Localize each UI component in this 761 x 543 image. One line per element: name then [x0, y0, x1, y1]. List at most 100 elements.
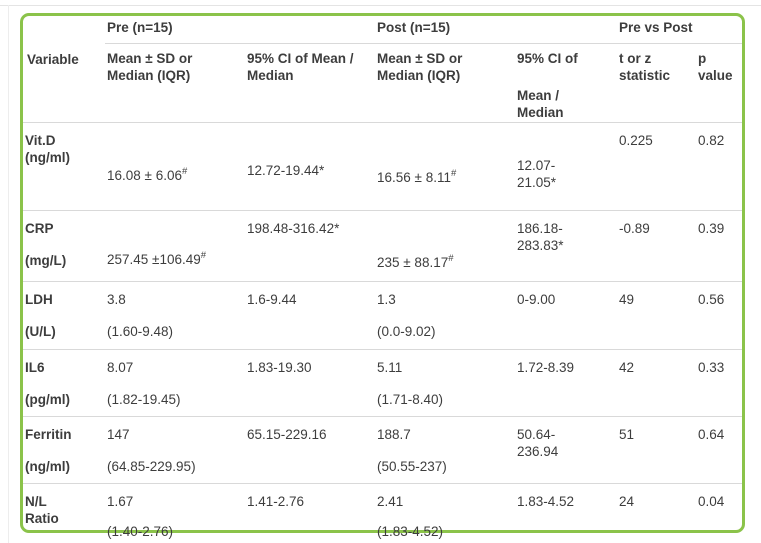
column-header-post-ci: 95% CI of Mean / Median [515, 44, 617, 122]
post-ci-line1: 1.72-8.39 [517, 360, 575, 375]
post-mean-cell: 188.7 (50.55-237) [375, 417, 515, 483]
variable-unit: Ratio [25, 511, 59, 526]
table-row: CRP (mg/L) 257.45 ±106.49# 198.48-316.42… [23, 210, 742, 281]
post-mean-value: 235 ± 88.17# [377, 252, 454, 270]
footnote-marker: # [448, 252, 454, 264]
variable-cell: N/L Ratio [23, 484, 105, 540]
t-stat-cell: 51 [619, 427, 635, 442]
column-header-pre-ci: 95% CI of Mean / Median [247, 51, 354, 83]
post-mean-value: 5.11 [377, 360, 403, 375]
post-mean-value: 16.56 ± 8.11# [377, 167, 457, 185]
post-mean-range: (0.0-9.02) [377, 324, 436, 339]
variable-name: Ferritin [25, 427, 72, 442]
column-header-t-stat: t or z statistic [619, 51, 671, 83]
column-header-p-value: p value [698, 51, 733, 83]
pre-mean-cell: 1.67 (1.40-2.76) [105, 484, 245, 540]
post-ci-cell: 1.83-4.52 [515, 484, 617, 540]
post-mean-cell: 5.11 (1.71-8.40) [375, 350, 515, 416]
pre-mean-cell: 8.07 (1.82-19.45) [105, 350, 245, 416]
group-header-pre: Pre (n=15) [105, 16, 375, 44]
variable-name: Vit.D [25, 133, 56, 148]
pre-mean-range: (1.40-2.76) [107, 524, 174, 539]
table-row: Vit.D (ng/ml) 16.08 ± 6.06# 12.72-19.44*… [23, 122, 742, 210]
pre-ci-cell: 1.6-9.44 [247, 292, 297, 307]
post-ci-cell: 0-9.00 [515, 282, 617, 349]
variable-name: N/L [25, 494, 47, 509]
group-header-post: Post (n=15) [375, 16, 617, 44]
pre-mean-range: (1.60-9.48) [107, 324, 174, 339]
pre-mean-cell: 3.8 (1.60-9.48) [105, 282, 245, 349]
post-ci-line1: 1.83-4.52 [517, 494, 575, 509]
t-stat-cell: 49 [619, 292, 635, 307]
post-mean-range: (1.71-8.40) [377, 392, 444, 407]
post-mean-value: 1.3 [377, 292, 396, 307]
post-ci-cell: 12.07- 21.05* [515, 123, 617, 210]
post-ci-line2: 236.94 [517, 444, 559, 459]
pre-ci-cell: 1.41-2.76 [247, 494, 305, 509]
column-header-row: Mean ± SD or Median (IQR) 95% CI of Mean… [23, 44, 742, 122]
post-ci-line2: 283.83* [517, 238, 564, 253]
post-ci-cell: 1.72-8.39 [515, 350, 617, 416]
variable-unit: (U/L) [25, 324, 56, 339]
footnote-marker: # [450, 167, 457, 179]
variable-unit: (ng/ml) [25, 150, 70, 165]
post-ci-cell: 186.18- 283.83* [515, 211, 617, 281]
post-mean-cell: 1.3 (0.0-9.02) [375, 282, 515, 349]
pre-mean-value: 1.67 [107, 494, 134, 509]
group-header-row: Pre (n=15) Post (n=15) Pre vs Post [23, 16, 742, 44]
t-stat-cell: 42 [619, 360, 635, 375]
window-edge-top [0, 5, 761, 6]
table-row: Ferritin (ng/ml) 147 (64.85-229.95) 65.1… [23, 416, 742, 483]
post-mean-value: 188.7 [377, 427, 411, 442]
variable-cell: LDH (U/L) [23, 282, 105, 349]
variable-cell: Ferritin (ng/ml) [23, 417, 105, 483]
column-header-post-mean: Mean ± SD or Median (IQR) [377, 51, 463, 83]
variable-unit: (pg/ml) [25, 392, 70, 407]
post-mean-cell: 2.41 (1.83-4.52) [375, 484, 515, 540]
pre-ci-cell: 12.72-19.44* [247, 163, 325, 178]
post-mean-range: (1.83-4.52) [377, 524, 444, 539]
pre-mean-range: (64.85-229.95) [107, 459, 196, 474]
variable-column-header: Variable [27, 52, 79, 67]
p-value-cell: 0.33 [698, 360, 725, 375]
post-mean-value: 2.41 [377, 494, 404, 509]
post-mean-cell: 16.56 ± 8.11# [375, 123, 515, 210]
pre-mean-value: 16.08 ± 6.06# [107, 165, 188, 183]
post-ci-cell: 50.64- 236.94 [515, 417, 617, 483]
post-mean-range: (50.55-237) [377, 459, 447, 474]
pre-ci-cell: 65.15-229.16 [247, 427, 327, 442]
variable-unit: (ng/ml) [25, 459, 70, 474]
variable-cell: IL6 (pg/ml) [23, 350, 105, 416]
t-stat-cell: -0.89 [619, 221, 650, 236]
results-table: Variable Pre (n=15) Post (n=15) Pre vs P… [20, 13, 745, 539]
group-header-compare: Pre vs Post [617, 16, 742, 44]
post-ci-line1: 0-9.00 [517, 292, 556, 307]
variable-name: LDH [25, 292, 53, 307]
post-ci-line1: 186.18- [517, 221, 563, 236]
column-header-post-ci-line1: 95% CI of [517, 51, 578, 66]
pre-ci-cell: 1.83-19.30 [247, 360, 312, 375]
p-value-cell: 0.64 [698, 427, 725, 442]
pre-ci-cell: 198.48-316.42* [247, 221, 340, 236]
variable-name: IL6 [25, 360, 45, 375]
table-row: IL6 (pg/ml) 8.07 (1.82-19.45) 1.83-19.30… [23, 349, 742, 416]
post-ci-line1: 50.64- [517, 427, 556, 442]
variable-name: CRP [25, 221, 54, 236]
pre-mean-value: 147 [107, 427, 130, 442]
footnote-marker: # [181, 165, 188, 177]
p-value-cell: 0.39 [698, 221, 725, 236]
variable-cell: CRP (mg/L) [23, 211, 105, 281]
t-stat-cell: 24 [619, 494, 635, 509]
post-ci-line1: 12.07- [517, 158, 556, 173]
column-header-post-ci-line2: Mean / Median [517, 88, 564, 120]
pre-mean-cell: 16.08 ± 6.06# [105, 123, 245, 210]
variable-unit: (mg/L) [25, 253, 67, 268]
pre-mean-cell: 147 (64.85-229.95) [105, 417, 245, 483]
pre-mean-value: 257.45 ±106.49# [107, 249, 207, 267]
variable-cell: Vit.D (ng/ml) [23, 123, 105, 210]
p-value-cell: 0.82 [698, 133, 725, 148]
p-value-cell: 0.56 [698, 292, 725, 307]
window-edge-left [8, 5, 9, 543]
column-header-pre-mean: Mean ± SD or Median (IQR) [107, 51, 193, 83]
